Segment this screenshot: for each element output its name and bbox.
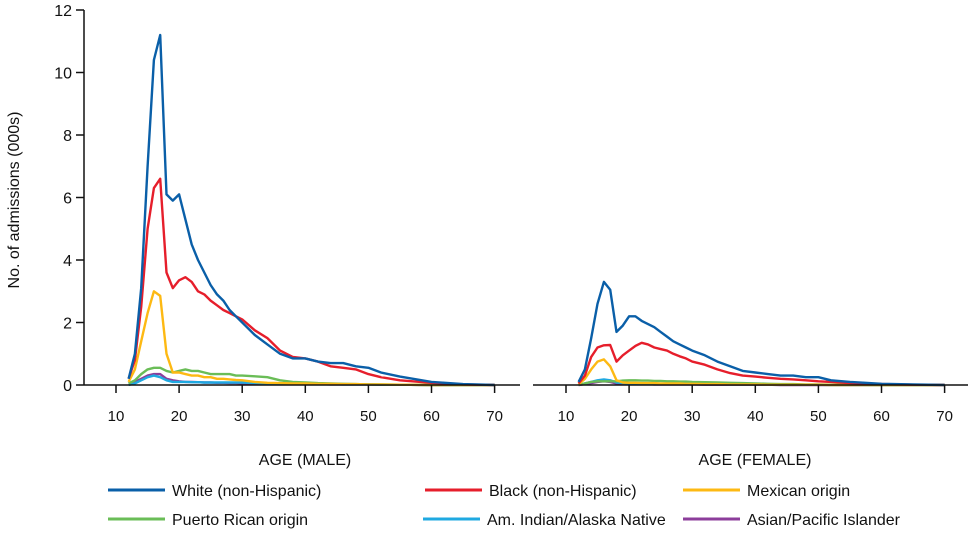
panel-female: 10 20 30 40 50 60 70 xyxy=(533,280,968,425)
x-tick-label: 10 xyxy=(558,408,575,425)
series-line-female-0 xyxy=(577,280,945,387)
x-tick-label: 20 xyxy=(621,408,638,425)
x-tick-label: 70 xyxy=(936,408,953,425)
x-tick-label: 30 xyxy=(234,408,251,425)
legend-label: Puerto Rican origin xyxy=(172,512,308,529)
x-tick-label: 40 xyxy=(297,408,314,425)
x-tick-label: 70 xyxy=(486,408,503,425)
legend-label: Asian/Pacific Islander xyxy=(747,512,901,529)
x-tick-label: 60 xyxy=(873,408,890,425)
series-line-female-1 xyxy=(577,341,945,387)
x-tick-label: 50 xyxy=(810,408,827,425)
legend: White (non-Hispanic) Black (non-Hispanic)… xyxy=(108,483,901,529)
y-tick-label: 12 xyxy=(54,3,72,20)
y-axis-label: No. of admissions (000s) xyxy=(6,112,23,289)
legend-item: Black (non-Hispanic) xyxy=(425,483,637,500)
legend-item: Asian/Pacific Islander xyxy=(683,512,901,529)
x-tick-label: 60 xyxy=(423,408,440,425)
y-tick-label: 2 xyxy=(63,316,72,333)
legend-item: Puerto Rican origin xyxy=(108,512,308,529)
legend-item: Mexican origin xyxy=(683,483,850,500)
x-tick-label: 20 xyxy=(171,408,188,425)
x-tick-label: 40 xyxy=(747,408,764,425)
y-tick-label: 8 xyxy=(63,128,72,145)
legend-label: Mexican origin xyxy=(747,483,850,500)
x-tick-label: 50 xyxy=(360,408,377,425)
x-tick-label: 30 xyxy=(684,408,701,425)
legend-label: Am. Indian/Alaska Native xyxy=(487,512,666,529)
y-tick-label: 6 xyxy=(63,191,72,208)
legend-item: White (non-Hispanic) xyxy=(108,483,321,500)
x-axis-label-female: AGE (FEMALE) xyxy=(699,452,812,469)
y-tick-label: 0 xyxy=(63,378,72,395)
legend-item: Am. Indian/Alaska Native xyxy=(423,512,666,529)
y-tick-label: 4 xyxy=(63,253,72,270)
panel-male: 10 20 30 40 50 60 70 0 2 4 6 8 10 12 xyxy=(54,3,520,425)
x-tick-label: 10 xyxy=(108,408,125,425)
x-axis-label-male: AGE (MALE) xyxy=(259,452,351,469)
legend-label: White (non-Hispanic) xyxy=(172,483,321,500)
series-line-male-0 xyxy=(127,33,495,387)
legend-label: Black (non-Hispanic) xyxy=(489,483,637,500)
y-tick-label: 10 xyxy=(54,66,72,83)
